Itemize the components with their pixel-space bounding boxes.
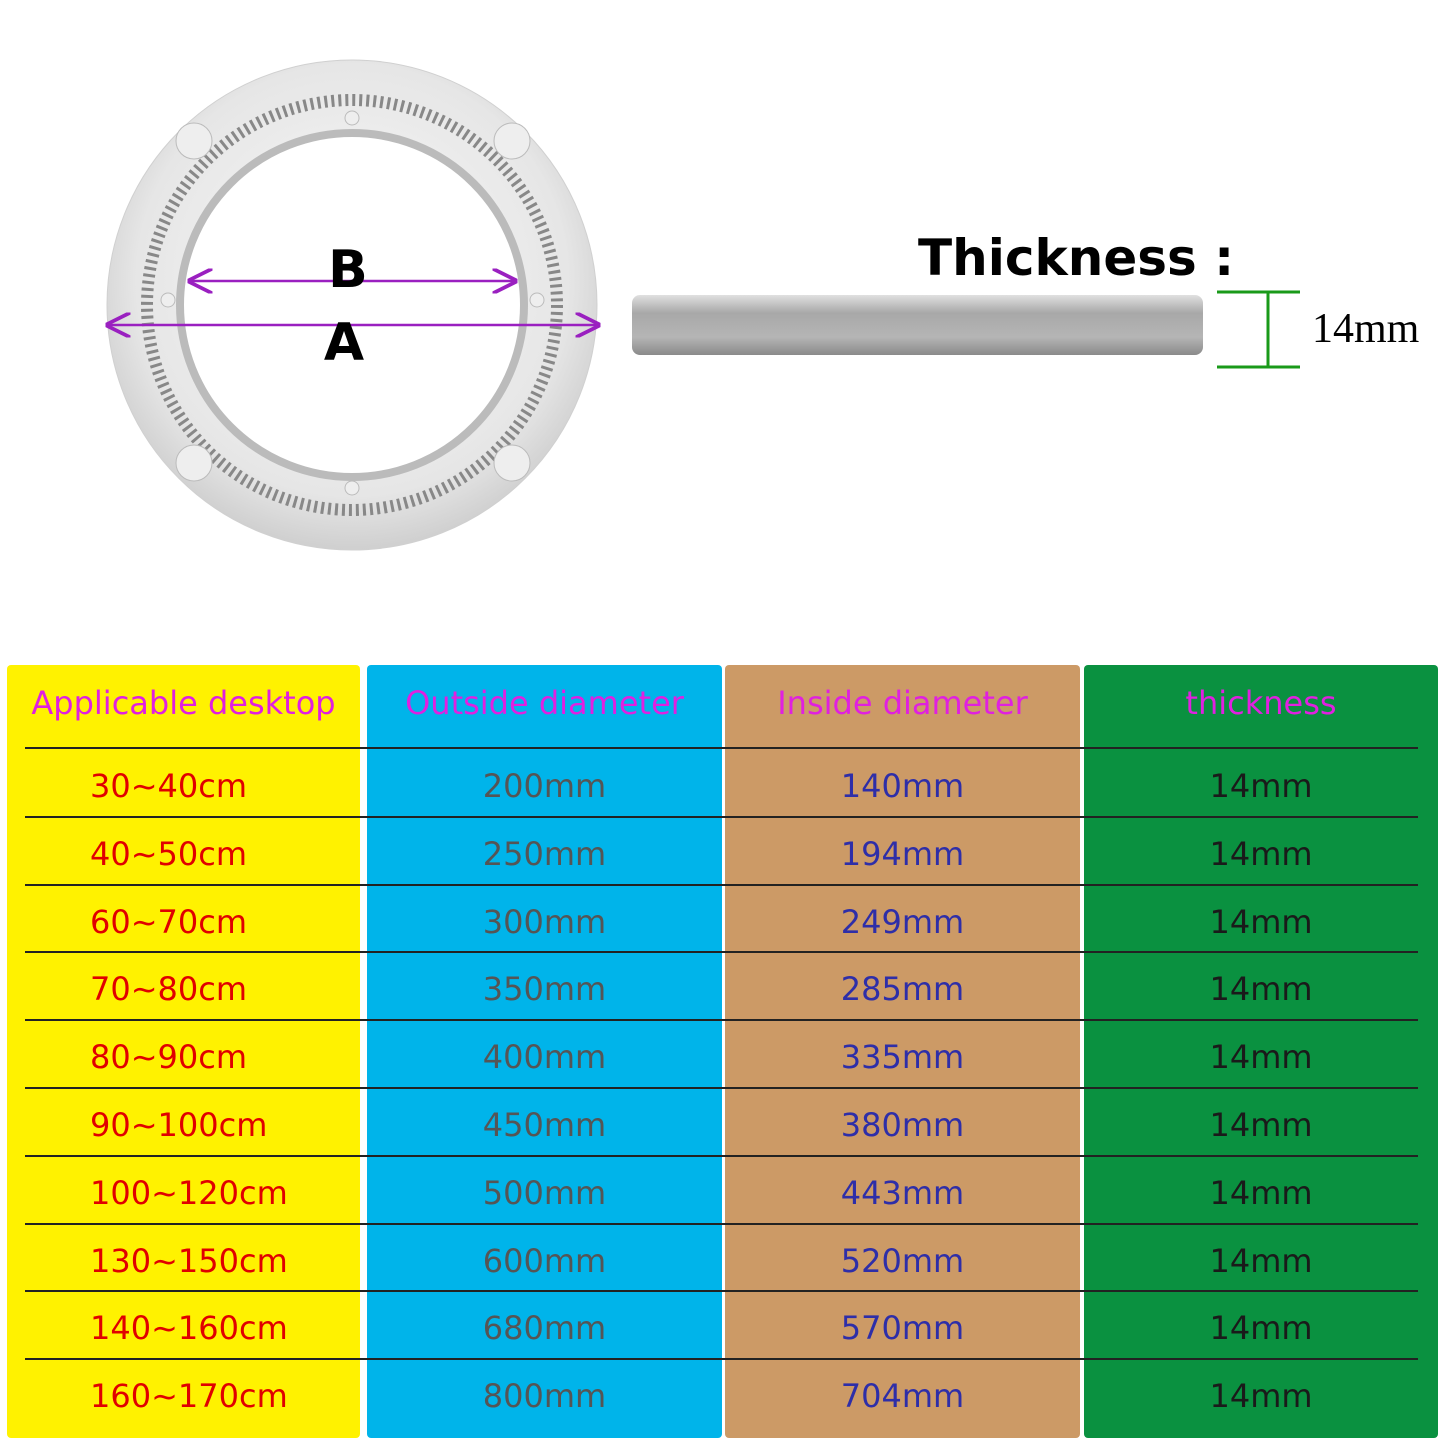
table-cell: 500mm [482, 1173, 607, 1212]
column-bg [367, 665, 722, 1438]
table-cell: 14mm [1209, 1241, 1313, 1280]
table-cell: 14mm [1209, 834, 1313, 873]
thickness-marker [1217, 290, 1300, 369]
table-cell: 520mm [840, 1241, 965, 1280]
ring-hole [176, 129, 528, 481]
row-rule [25, 747, 1418, 749]
table-cell: 70~80cm [90, 970, 248, 1009]
table-cell: 300mm [482, 902, 607, 941]
table-cell: 14mm [1209, 1173, 1313, 1212]
column-bg [1084, 665, 1438, 1438]
table-cell: 140mm [840, 767, 965, 805]
table-cell: 14mm [1209, 1309, 1313, 1348]
thickness-value: 14mm [1312, 306, 1420, 352]
table-cell: 14mm [1209, 767, 1313, 805]
table-cell: 14mm [1209, 1106, 1313, 1144]
row-rule [25, 1222, 1418, 1225]
row-rule [25, 1290, 1418, 1293]
feet [160, 110, 545, 496]
table-cell: 130~150cm [90, 1241, 288, 1280]
table-cell: 40~50cm [90, 834, 248, 873]
table-cell: 800mm [482, 1377, 607, 1416]
table-cell: 249mm [840, 902, 965, 941]
table-cell: 704mm [840, 1377, 965, 1416]
table-cell: 350mm [482, 970, 607, 1009]
table-cell: 194mm [840, 834, 965, 873]
table-cell: 200mm [482, 767, 607, 805]
diagram: B A Thickness : 14mm [0, 59, 1420, 551]
label-b: B [328, 240, 368, 300]
side-view [632, 295, 1203, 355]
table-cell: 335mm [840, 1038, 965, 1077]
table-cell: 14mm [1209, 1377, 1313, 1416]
header-cell: thickness [1185, 684, 1337, 722]
header-cell: Applicable desktop [31, 684, 336, 722]
row-rule [25, 951, 1418, 954]
table-cell: 100~120cm [90, 1173, 288, 1212]
column-bg [725, 665, 1080, 1438]
table-cell: 450mm [482, 1106, 607, 1144]
row-rule [25, 883, 1418, 886]
table-cell: 14mm [1209, 1038, 1313, 1077]
row-rule [25, 1358, 1418, 1361]
table-cell: 400mm [482, 1038, 607, 1077]
ball-track [141, 94, 563, 516]
table-cell: 680mm [482, 1309, 607, 1348]
column-bg [7, 665, 360, 1438]
table-cell: 443mm [840, 1173, 965, 1212]
header-cell: Outside diameter [405, 684, 684, 722]
header-cell: Inside diameter [777, 684, 1028, 722]
thickness-label: Thickness : [918, 229, 1234, 287]
row-rule [25, 1087, 1418, 1089]
row-rule [25, 815, 1418, 818]
table-cell: 570mm [840, 1309, 965, 1348]
table-cell: 250mm [482, 834, 607, 873]
table-cell: 380mm [840, 1106, 965, 1144]
table-cell: 60~70cm [90, 902, 248, 941]
row-rule [25, 1019, 1418, 1022]
table-cell: 14mm [1209, 970, 1313, 1009]
row-rule [25, 1154, 1418, 1157]
table-cell: 90~100cm [90, 1106, 268, 1144]
table-cell: 600mm [482, 1241, 607, 1280]
table-cell: 285mm [840, 970, 965, 1009]
label-a: A [324, 313, 364, 373]
table-cell: 30~40cm [90, 767, 248, 805]
table-cell: 80~90cm [90, 1038, 248, 1077]
table-cell: 160~170cm [90, 1377, 288, 1416]
table-cell: 140~160cm [90, 1309, 288, 1348]
table-cell: 14mm [1209, 902, 1313, 941]
